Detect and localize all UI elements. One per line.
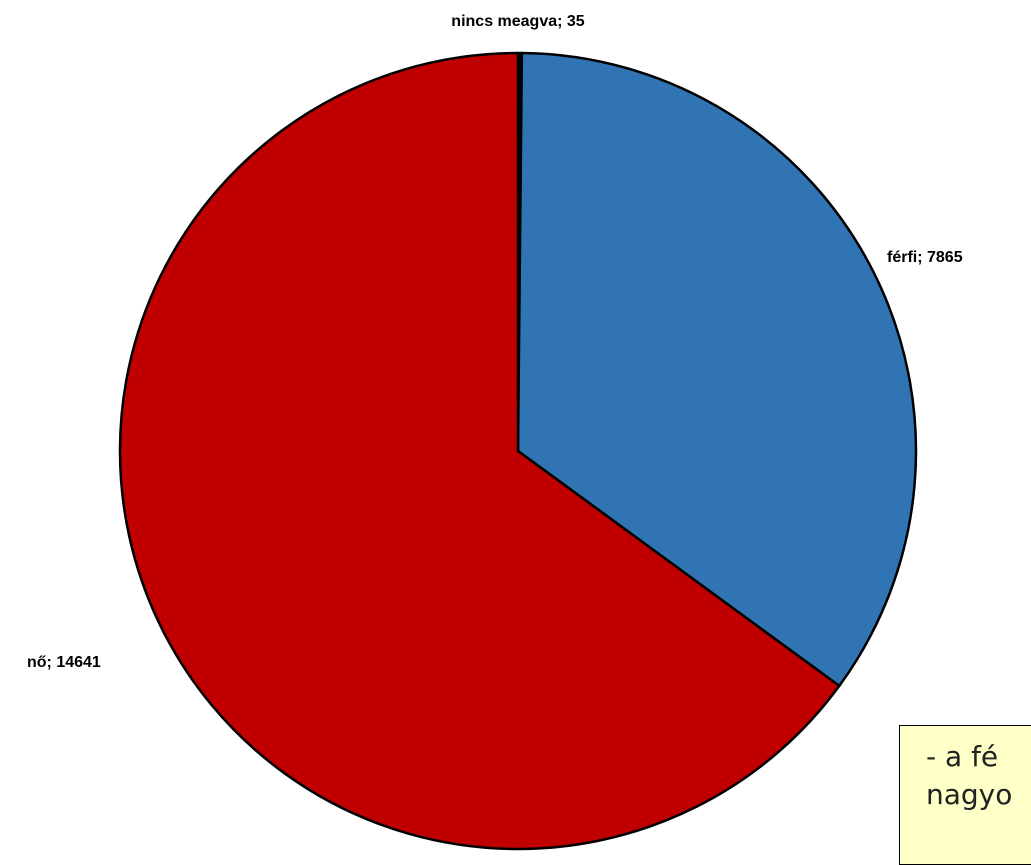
label-ferfi: férfi; 7865 [887, 249, 963, 266]
pie-slice-ferfi [516, 51, 918, 688]
pie-slice-no [118, 51, 841, 851]
note-line-1: - a fé [926, 740, 999, 773]
annotation-note: - a fé nagyo [899, 725, 1031, 865]
label-nincs-meagva: nincs meagva; 35 [451, 13, 585, 30]
label-no: nő; 14641 [27, 654, 101, 671]
note-line-2: nagyo [926, 778, 1013, 811]
